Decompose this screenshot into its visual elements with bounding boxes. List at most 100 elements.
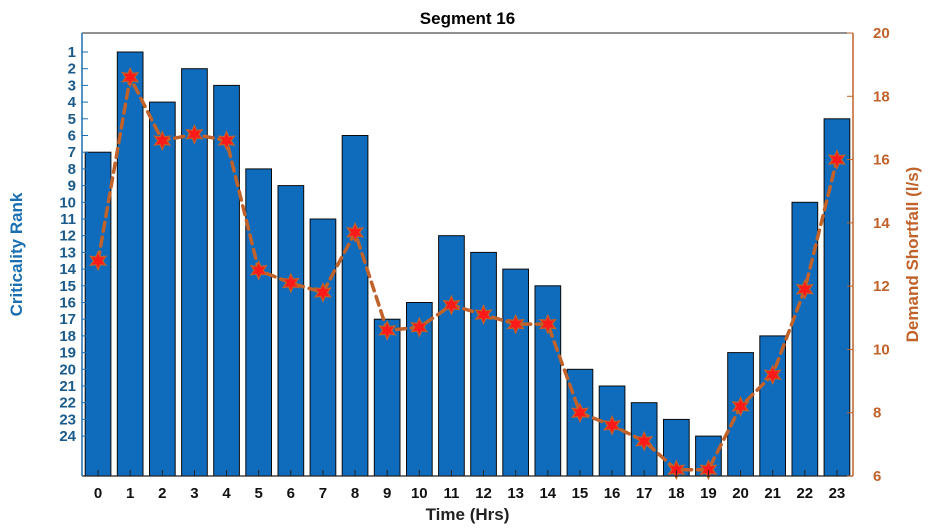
right-tick-label: 20 (873, 25, 890, 42)
x-tick-label: 15 (572, 485, 589, 502)
x-tick-label: 17 (636, 485, 653, 502)
x-tick-label: 18 (668, 485, 685, 502)
right-tick-label: 8 (873, 405, 881, 422)
right-tick-label: 14 (873, 215, 890, 232)
right-tick-label: 10 (873, 341, 890, 358)
x-tick-label: 19 (700, 485, 717, 502)
right-tick-label: 18 (873, 88, 890, 105)
left-tick-label: 15 (59, 278, 76, 295)
left-tick-label: 1 (68, 44, 76, 61)
marker-hour-8 (345, 221, 365, 243)
right-tick-label: 16 (873, 152, 890, 169)
x-tick-label: 0 (94, 485, 102, 502)
x-tick-label: 13 (507, 485, 524, 502)
right-axis-ticks: 6 8 10 12 14 16 18 20 (847, 25, 890, 485)
left-tick-label: 22 (59, 395, 76, 412)
bar-hour-6 (277, 185, 305, 477)
marker-hour-4 (217, 130, 236, 152)
left-tick-label: 18 (59, 328, 76, 345)
right-tick-label: 6 (873, 468, 881, 485)
bar-hour-1 (116, 51, 144, 477)
marker-hour-21 (763, 364, 782, 386)
demand-shortfall-line (96, 71, 839, 472)
marker-hour-1 (121, 66, 140, 88)
left-tick-label: 14 (59, 261, 76, 278)
left-tick-label: 16 (59, 295, 76, 312)
x-tick-label: 14 (539, 485, 556, 502)
marker-hour-3 (185, 123, 204, 145)
marker-hour-9 (378, 319, 397, 341)
bar-hour-23 (823, 118, 851, 477)
marker-hour-16 (603, 414, 622, 436)
marker-hour-0 (89, 250, 108, 272)
x-tick-label: 5 (255, 485, 263, 502)
x-tick-label: 4 (222, 485, 231, 502)
marker-hour-14 (538, 313, 557, 335)
left-tick-label: 13 (59, 244, 76, 261)
x-tick-label: 16 (604, 485, 621, 502)
chart-title: Segment 16 (420, 9, 515, 28)
x-tick-label: 12 (475, 485, 492, 502)
left-tick-label: 4 (68, 94, 77, 111)
left-tick-label: 8 (68, 161, 76, 178)
x-tick-label: 1 (126, 485, 134, 502)
x-tick-label: 7 (319, 485, 327, 502)
x-tick-label: 10 (411, 485, 428, 502)
bar-hour-9 (373, 318, 401, 477)
bar-hour-10 (406, 302, 433, 477)
left-tick-label: 2 (68, 61, 76, 78)
bar-hour-2 (149, 101, 176, 477)
left-tick-label: 19 (59, 345, 76, 362)
left-tick-label: 5 (68, 111, 76, 128)
left-tick-label: 17 (59, 311, 76, 328)
marker-hour-7 (313, 282, 332, 303)
x-tick-label: 6 (287, 485, 295, 502)
x-tick-label: 23 (829, 485, 846, 502)
marker-hour-6 (281, 272, 300, 294)
marker-hour-13 (506, 313, 525, 335)
bar-hour-8 (341, 135, 369, 477)
y-axis-label-right: Demand Shortfall (l/s) (903, 167, 922, 343)
x-tick-label: 2 (158, 485, 166, 502)
marker-hour-22 (795, 278, 814, 300)
bar-hour-13 (502, 268, 529, 477)
line-series (89, 66, 846, 481)
x-axis-ticks: 0 1 2 3 4 5 6 7 8 9 10 11 12 13 14 15 16 17 18 19 20 21 22 23 (94, 470, 845, 502)
marker-hour-17 (635, 430, 654, 452)
bar-hour-11 (438, 235, 465, 477)
left-tick-label: 11 (60, 211, 76, 228)
marker-hour-18 (667, 459, 686, 481)
axes (81, 32, 854, 477)
left-tick-label: 21 (59, 378, 76, 395)
bar-hour-12 (470, 251, 497, 477)
x-tick-label: 9 (383, 485, 391, 502)
x-tick-label: 21 (764, 485, 781, 502)
left-tick-label: 6 (68, 128, 76, 145)
left-tick-label: 12 (59, 228, 76, 245)
bar-hour-21 (759, 335, 786, 477)
y-axis-label-left: Criticality Rank (7, 192, 26, 316)
marker-hour-19 (699, 459, 718, 481)
marker-hour-23 (827, 149, 846, 171)
x-axis-label: Time (Hrs) (426, 505, 510, 524)
marker-hour-5 (249, 259, 268, 281)
marker-hour-11 (442, 294, 461, 316)
left-tick-label: 10 (59, 194, 76, 211)
left-tick-label: 20 (59, 361, 76, 378)
x-tick-label: 11 (444, 485, 460, 502)
bar-hour-17 (630, 402, 658, 477)
left-tick-label: 24 (59, 428, 76, 445)
marker-hour-12 (474, 304, 493, 326)
marker-hour-2 (153, 130, 172, 152)
bar-series (84, 51, 851, 477)
right-tick-label: 12 (873, 278, 890, 295)
marker-hour-15 (570, 402, 589, 424)
left-tick-label: 9 (68, 178, 76, 195)
marker-hour-10 (410, 316, 429, 338)
x-tick-label: 20 (732, 485, 749, 502)
bar-hour-22 (791, 201, 819, 477)
x-tick-label: 8 (351, 485, 359, 502)
x-tick-label: 22 (796, 485, 813, 502)
